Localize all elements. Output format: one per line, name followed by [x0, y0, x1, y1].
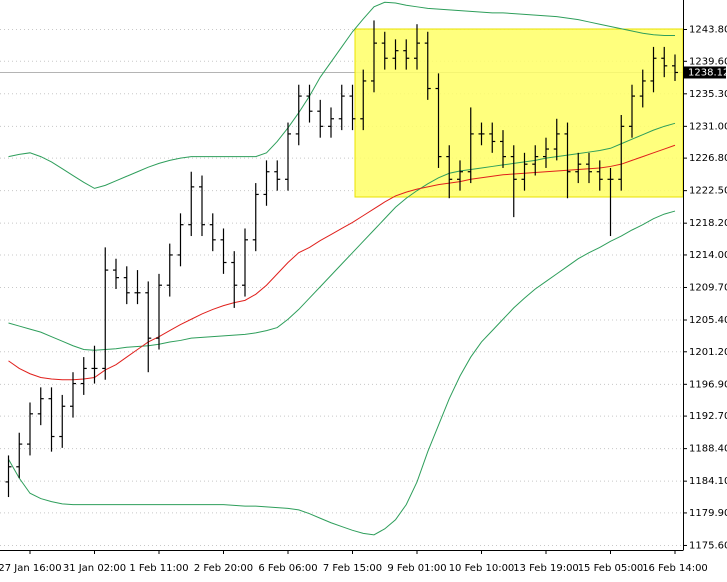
axis-layer: 1243.80 1239.60 1235.30 1231.00 1226.80 1222.…: [0, 25, 727, 574]
indicator-line: [8, 122, 676, 351]
y-tick-label: 1222.50: [689, 186, 727, 197]
current-price-box: [684, 66, 726, 79]
y-tick-label: 1226.80: [689, 153, 727, 164]
y-tick-label: 1184.10: [689, 476, 727, 487]
y-tick-label: 1243.80: [689, 25, 727, 36]
y-tick-label: 1214.00: [689, 250, 727, 261]
x-tick-label: 31 Jan 02:00: [63, 563, 126, 574]
y-tick-label: 1205.40: [689, 315, 727, 326]
highlight-rectangle: [354, 28, 684, 198]
y-tick-label: 1209.70: [689, 282, 727, 293]
x-tick-label: 15 Feb 05:00: [578, 563, 644, 574]
y-tick-label: 1235.30: [689, 89, 727, 100]
indicator-line: [8, 1, 675, 189]
x-tick-label: 2 Feb 20:00: [194, 563, 253, 574]
current-price-label: 1238.12: [688, 67, 727, 78]
y-tick-label: 1175.60: [689, 540, 727, 551]
y-tick-label: 1201.20: [689, 347, 727, 358]
x-tick-label: 13 Feb 19:00: [513, 563, 579, 574]
x-tick-label: 16 Feb 14:00: [642, 563, 708, 574]
y-tick-label: 1231.00: [689, 121, 727, 132]
x-tick-label: 10 Feb 10:00: [449, 563, 515, 574]
y-tick-label: 1188.40: [689, 444, 727, 455]
x-tick-label: 27 Jan 16:00: [0, 563, 62, 574]
y-tick-label: 1218.20: [689, 218, 727, 229]
y-tick-label: 1196.90: [689, 379, 727, 390]
x-tick-label: 7 Feb 15:00: [323, 563, 382, 574]
y-tick-label: 1239.60: [689, 56, 727, 67]
y-tick-label: 1179.90: [689, 508, 727, 519]
x-tick-label: 9 Feb 01:00: [387, 563, 446, 574]
indicator-line: [8, 144, 676, 381]
x-tick-label: 1 Feb 11:00: [129, 563, 188, 574]
x-tick-label: 6 Feb 06:00: [258, 563, 317, 574]
plot-layer: [5, 1, 678, 536]
y-tick-label: 1192.70: [689, 411, 727, 422]
indicator-line: [8, 210, 676, 536]
